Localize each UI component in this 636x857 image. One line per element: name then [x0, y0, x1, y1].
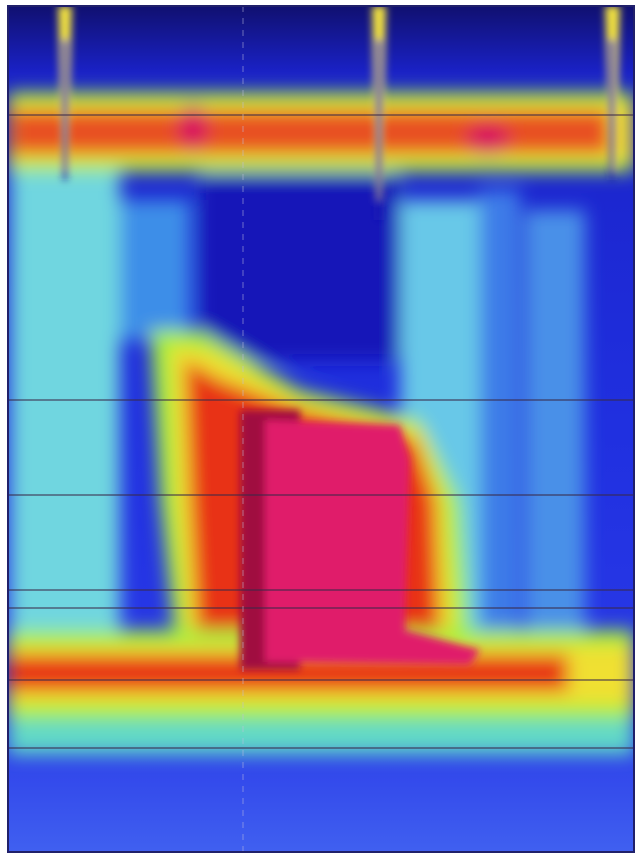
image-content [8, 6, 634, 852]
sensor-lines [8, 6, 634, 852]
frame [7, 5, 635, 853]
peak-pressure [240, 410, 480, 670]
spikes [58, 6, 620, 220]
